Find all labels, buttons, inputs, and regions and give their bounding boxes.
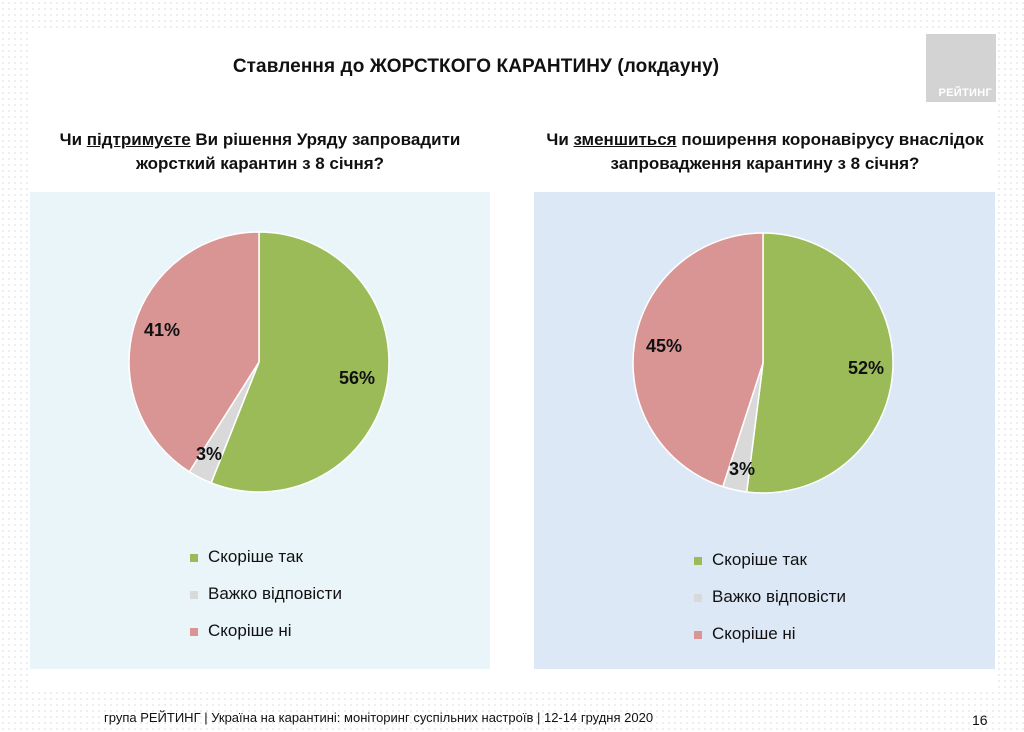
slice-yes: [210, 231, 390, 493]
slice-yes: [745, 232, 894, 494]
legend-label-yes: Скоріше так: [208, 547, 303, 566]
slice-no: [128, 231, 260, 473]
question-reduce-prefix: Чи: [546, 130, 574, 149]
question-support: Чи підтримуєте Ви рішення Уряду запровад…: [40, 128, 480, 176]
page-number: 16: [972, 712, 988, 728]
data-label-hard: 3%: [196, 444, 222, 464]
data-label-yes: 56%: [339, 368, 375, 388]
legend-swatch-no: [190, 628, 198, 636]
question-reduce: Чи зменшиться поширення коронавірусу вна…: [540, 128, 990, 176]
legend-label-yes: Скоріше так: [712, 550, 807, 569]
data-label-no: 45%: [646, 336, 682, 356]
logo-text: РЕЙТИНГ: [938, 87, 992, 99]
data-label-hard: 3%: [729, 459, 755, 479]
slice-no: [632, 232, 764, 488]
question-reduce-keyword: зменшиться: [573, 130, 677, 149]
question-support-keyword: підтримуєте: [86, 130, 191, 149]
slide-title: Ставлення до ЖОРСТКОГО КАРАНТИНУ (локдау…: [232, 56, 720, 77]
legend-label-no: Скоріше ні: [208, 621, 292, 640]
legend-label-hard: Важко відповісти: [712, 587, 846, 606]
legend-label-no: Скоріше ні: [712, 624, 796, 643]
question-reduce-rest: поширення коронавірусу внаслідок запрова…: [610, 130, 984, 173]
data-label-yes: 52%: [848, 358, 884, 378]
footer-text: група РЕЙТИНГ | Україна на карантині: мо…: [104, 710, 654, 725]
question-support-rest: Ви рішення Уряду запровадити жорсткий ка…: [135, 130, 461, 173]
legend-swatch-yes: [694, 557, 702, 565]
rating-logo: РЕЙТИНГ: [926, 34, 996, 102]
legend-swatch-hard: [190, 591, 198, 599]
question-support-prefix: Чи: [59, 130, 87, 149]
legend-swatch-no: [694, 631, 702, 639]
legend-swatch-hard: [694, 594, 702, 602]
data-label-no: 41%: [144, 320, 180, 340]
legend-label-hard: Важко відповісти: [208, 584, 342, 603]
legend-swatch-yes: [190, 554, 198, 562]
